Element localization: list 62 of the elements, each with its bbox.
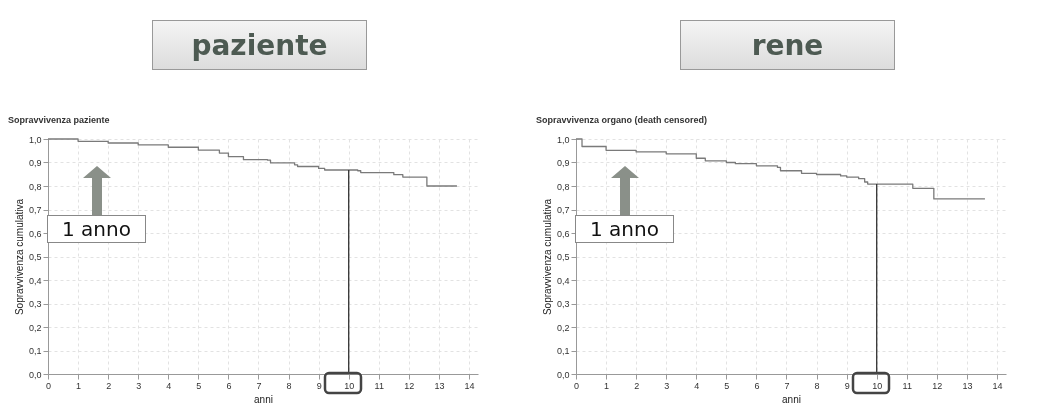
y-tick-label: 0,7	[556, 205, 570, 215]
y-tick-label: 0,2	[28, 322, 42, 333]
x-tick-label: 12	[404, 380, 415, 391]
x-tick-label: 11	[374, 380, 384, 391]
y-axis-title: Sopravvivenza cumulativa	[541, 198, 553, 316]
x-tick-label: 7	[256, 380, 262, 391]
y-tick-label: 1,0	[28, 134, 42, 145]
x-tick-label: 4	[166, 380, 172, 391]
x-tick-label: 1	[604, 380, 610, 391]
y-tick-label: 0,0	[28, 369, 42, 380]
chart-title: paziente	[152, 20, 367, 70]
x-tick-label: 4	[694, 380, 700, 391]
x-tick-label: 8	[814, 380, 820, 391]
y-tick-label: 1,0	[556, 134, 570, 145]
y-tick-label: 0,1	[28, 346, 42, 356]
y-tick-label: 0,5	[556, 252, 570, 262]
y-tick-label: 0,7	[28, 205, 42, 215]
x-tick-label: 3	[664, 380, 670, 391]
y-tick-label: 0,4	[556, 275, 570, 286]
x-tick-label: 1	[76, 380, 82, 391]
x-axis-title: anni	[782, 393, 801, 405]
x-tick-label: 2	[106, 380, 112, 391]
y-tick-label: 0,4	[28, 275, 42, 286]
chart-subtitle: Sopravvivenza paziente	[8, 115, 110, 125]
x-tick-label: 14	[992, 380, 1003, 391]
chart-subtitle: Sopravvivenza organo (death censored)	[536, 115, 708, 125]
x-tick-label: 13	[434, 380, 445, 391]
chart-title: rene	[680, 20, 895, 70]
x-tick-label: 12	[932, 380, 943, 391]
y-tick-label: 0,1	[556, 346, 570, 356]
annotation: 1 anno	[575, 214, 674, 243]
x-tick-label: 14	[464, 380, 475, 391]
y-tick-label: 0,9	[556, 158, 570, 168]
x-tick-label: 6	[754, 380, 760, 391]
x-tick-label: 5	[196, 380, 202, 391]
x-tick-label: 0	[45, 380, 52, 391]
x-tick-label: 7	[784, 380, 790, 391]
y-tick-label: 0,5	[28, 252, 42, 262]
x-tick-label: 9	[844, 380, 850, 391]
y-tick-label: 0,3	[28, 299, 42, 309]
y-tick-label: 0,9	[28, 158, 42, 168]
x-tick-label: 10	[344, 380, 355, 391]
x-tick-label: 6	[226, 380, 232, 391]
y-tick-label: 0,3	[556, 299, 570, 309]
x-tick-label: 10	[872, 380, 883, 391]
y-tick-label: 0,8	[556, 181, 570, 192]
y-tick-label: 0,8	[28, 181, 42, 192]
x-axis-title: anni	[254, 393, 273, 405]
y-tick-label: 0,2	[556, 322, 570, 333]
y-tick-label: 0,0	[556, 369, 570, 380]
y-tick-label: 0,6	[28, 228, 42, 239]
x-tick-label: 9	[316, 380, 322, 391]
x-tick-label: 8	[286, 380, 292, 391]
annotation: 1 anno	[47, 214, 146, 243]
x-tick-label: 13	[962, 380, 973, 391]
x-tick-label: 0	[573, 380, 580, 391]
y-axis-title: Sopravvivenza cumulativa	[13, 198, 25, 316]
x-tick-label: 3	[136, 380, 142, 391]
x-tick-label: 11	[902, 380, 912, 391]
x-tick-label: 2	[634, 380, 640, 391]
y-tick-label: 0,6	[556, 228, 570, 239]
x-tick-label: 5	[724, 380, 730, 391]
